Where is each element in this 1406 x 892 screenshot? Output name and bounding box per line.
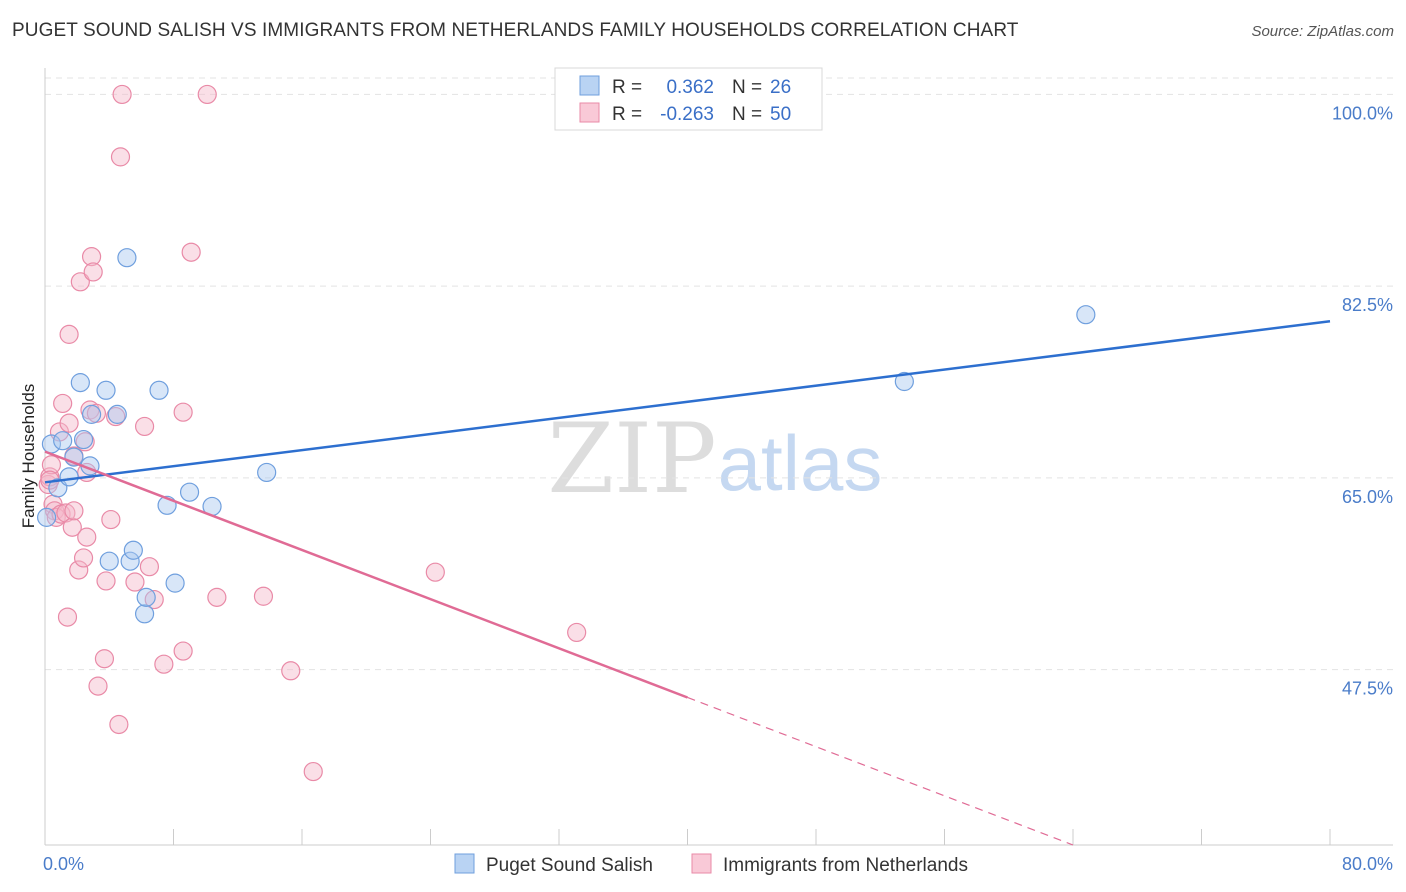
stats-blue-n-value: 26 (770, 77, 791, 98)
watermark-zip: ZIP (547, 403, 716, 515)
pink-point (181, 242, 201, 262)
blue-point (1076, 305, 1096, 325)
pink-point (125, 572, 145, 592)
stats-pink-n-value: 50 (770, 104, 791, 125)
pink-point (303, 761, 323, 782)
pink-point (110, 147, 131, 167)
pink-point (144, 589, 164, 610)
stats-pink-swatch (579, 102, 600, 123)
trend-lines (44, 320, 1331, 846)
blue-point (73, 429, 94, 450)
pink-point (53, 393, 73, 414)
y-tick-labels: 47.5% 65.0% 82.5% 100.0% (1332, 103, 1393, 698)
stats-pink-n-label: N = (732, 104, 762, 125)
x-tick-label-max: 80.0% (1342, 854, 1393, 874)
blue-point (165, 573, 185, 593)
blue-point (120, 551, 140, 571)
blue-point (107, 404, 127, 424)
stats-blue-r-value: 0.362 (666, 77, 714, 98)
blue-point (257, 462, 277, 483)
y-tick-label: 82.5% (1342, 295, 1393, 315)
stats-box: R = 0.362 N = 26 R = -0.263 N = 50 (554, 67, 823, 131)
pink-point (73, 548, 94, 568)
pink-point (83, 262, 103, 282)
watermark-atlas: atlas (718, 419, 883, 507)
legend-blue-label: Puget Sound Salish (486, 855, 653, 876)
pink-point (70, 272, 90, 292)
pink-point (425, 562, 445, 582)
pink-point (154, 654, 174, 674)
pink-trend-line (44, 450, 688, 699)
pink-point (567, 622, 587, 643)
pink-point (197, 84, 217, 105)
pink-point (62, 517, 82, 537)
legend-pink-label: Immigrants from Netherlands (723, 855, 968, 876)
pink-point (88, 676, 108, 696)
stats-pink-r-value: -0.263 (660, 104, 714, 125)
gridlines (45, 77, 1393, 671)
y-axis-title: Family Households (19, 384, 38, 529)
x-tick-label-min: 0.0% (43, 854, 84, 874)
pink-series-points (38, 84, 587, 782)
blue-point (134, 604, 155, 624)
pink-point (81, 247, 102, 267)
pink-point (253, 586, 274, 606)
pink-point (109, 714, 129, 735)
stats-blue-n-label: N = (732, 77, 762, 98)
blue-point (179, 482, 200, 502)
pink-point (281, 661, 301, 681)
pink-point (207, 587, 227, 607)
legend-blue-swatch (454, 853, 475, 874)
blue-point (37, 507, 57, 527)
pink-point (134, 416, 155, 437)
blue-point (894, 371, 914, 392)
pink-point (57, 607, 78, 627)
blue-point (123, 540, 143, 560)
stats-blue-swatch (579, 75, 600, 96)
pink-point (96, 571, 116, 591)
pink-point (139, 557, 160, 577)
pink-point (59, 413, 79, 433)
pink-point (69, 560, 89, 580)
pink-point (59, 324, 79, 344)
blue-point (99, 551, 119, 571)
pink-point (56, 503, 76, 523)
y-tick-label: 47.5% (1342, 679, 1393, 699)
pink-trend-line-extension (687, 696, 1074, 846)
blue-point (70, 373, 90, 393)
blue-point (136, 587, 156, 607)
x-tick-marks (44, 829, 1331, 845)
blue-point (117, 248, 137, 268)
blue-trend-line (44, 320, 1331, 484)
stats-pink-r-label: R = (612, 104, 642, 125)
pink-point (173, 641, 193, 661)
blue-point (53, 431, 73, 451)
blue-point (59, 467, 79, 487)
chart-title: PUGET SOUND SALISH VS IMMIGRANTS FROM NE… (12, 20, 1019, 41)
watermark: ZIP atlas (547, 403, 882, 515)
stats-blue-r-label: R = (612, 77, 642, 98)
y-tick-label: 100.0% (1332, 103, 1393, 123)
pink-point (112, 84, 132, 105)
blue-point (81, 404, 102, 424)
legend: Puget Sound Salish Immigrants from Nethe… (454, 853, 968, 876)
source-credit: Source: ZipAtlas.com (1251, 23, 1394, 40)
pink-point (64, 501, 84, 521)
y-tick-label: 65.0% (1342, 487, 1393, 507)
pink-point (41, 455, 62, 475)
blue-point (149, 380, 169, 400)
pink-point (173, 402, 193, 422)
pink-point (101, 509, 121, 530)
legend-pink-swatch (691, 853, 712, 874)
pink-point (94, 649, 115, 669)
pink-point (77, 527, 97, 547)
blue-point (96, 380, 116, 400)
